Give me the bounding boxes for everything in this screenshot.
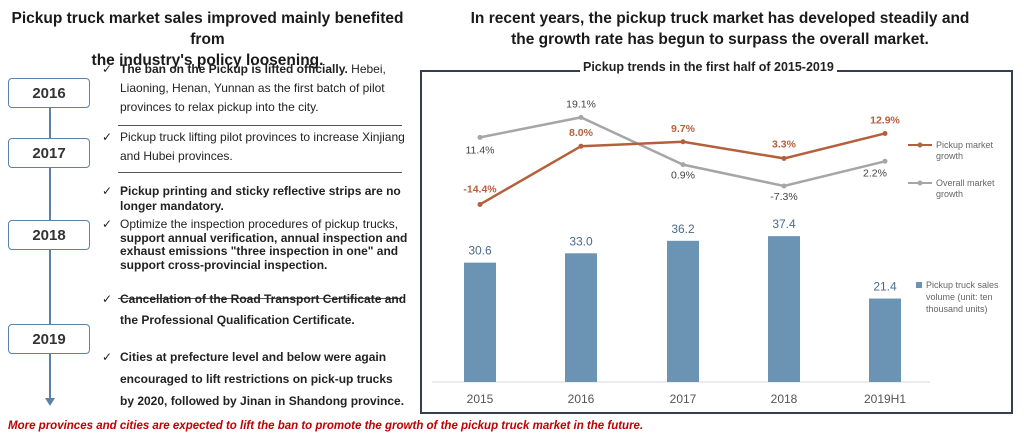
pickup-growth-point (477, 201, 483, 207)
left-title-line2: the industry's policy loosening. (91, 52, 324, 69)
overall-growth-label: 11.4% (466, 144, 495, 156)
timeline-arrow-icon (45, 398, 55, 406)
left-title: Pickup truck market sales improved mainl… (0, 8, 415, 71)
x-tick-label: 2018 (771, 392, 798, 406)
legend-bar-label: volume (unit: ten (926, 292, 993, 302)
pickup-growth-point (578, 143, 584, 149)
divider (118, 125, 402, 126)
overall-growth-point (882, 158, 888, 164)
check-icon: ✓ (102, 184, 113, 198)
check-icon: ✓ (102, 292, 113, 306)
overall-growth-point (781, 183, 787, 189)
overall-growth-label: 2.2% (863, 167, 887, 179)
policy-item: ✓ Cancellation of the Road Transport Cer… (102, 289, 410, 331)
x-tick-label: 2016 (568, 392, 595, 406)
legend-overall-label: growth (936, 189, 963, 199)
pickup-growth-label: -14.4% (463, 183, 497, 195)
left-title-line1: Pickup truck market sales improved mainl… (11, 10, 404, 48)
policy-item: ✓ Cities at prefecture level and below w… (102, 346, 410, 412)
policy-item: ✓ Optimize the inspection procedures of … (102, 217, 410, 272)
year-2018: 2018 (8, 220, 90, 250)
legend-bar-label: Pickup truck sales (926, 280, 999, 290)
legend-pickup-label: growth (936, 151, 963, 161)
check-icon: ✓ (102, 130, 113, 144)
legend-bar-label: thousand units) (926, 304, 988, 314)
policy-item: ✓ Pickup truck lifting pilot provinces t… (102, 128, 410, 166)
pickup-growth-point (680, 139, 686, 145)
legend-overall-marker (917, 180, 923, 186)
right-title-line1: In recent years, the pickup truck market… (470, 10, 970, 27)
x-tick-label: 2019H1 (864, 392, 906, 406)
legend-bar-swatch (916, 282, 922, 288)
check-icon: ✓ (102, 62, 113, 76)
pickup-growth-point (781, 155, 787, 161)
check-icon: ✓ (102, 350, 113, 364)
policy-text: Hebei, Liaoning, Henan, Yunnan as the fi… (120, 62, 386, 114)
x-tick-label: 2017 (670, 392, 697, 406)
overall-growth-label: 0.9% (671, 170, 695, 182)
x-tick-label: 2015 (467, 392, 494, 406)
bar-2015 (464, 262, 496, 382)
pickup-growth-label: 8.0% (569, 127, 594, 139)
policy-bold: Cancellation of the Road Transport Certi… (120, 292, 407, 327)
right-title-line2: the growth rate has begun to surpass the… (511, 31, 929, 48)
right-title: In recent years, the pickup truck market… (425, 8, 1015, 50)
bar-label: 37.4 (772, 217, 796, 231)
pickup-growth-point (882, 130, 888, 136)
bar-2016 (565, 253, 597, 382)
divider (118, 172, 402, 173)
policy-bold: The ban on the Pickup is lifted official… (120, 62, 348, 76)
chart-title: Pickup trends in the first half of 2015-… (580, 60, 837, 74)
legend-pickup-marker (917, 142, 923, 148)
overall-growth-point (680, 162, 686, 168)
overall-growth-point (578, 114, 584, 120)
policy-text: Pickup truck lifting pilot provinces to … (120, 130, 405, 163)
legend-pickup-label: Pickup market (936, 140, 994, 150)
bar-label: 33.0 (569, 234, 593, 248)
bar-2019H1 (869, 298, 901, 382)
bar-2017 (667, 240, 699, 382)
pickup-growth-label: 3.3% (772, 138, 797, 150)
bar-label: 21.4 (873, 280, 897, 294)
year-2017: 2017 (8, 138, 90, 168)
pickup-growth-label: 12.9% (870, 114, 900, 126)
pickup-growth-label: 9.7% (671, 123, 696, 135)
divider (118, 298, 402, 299)
bar-label: 36.2 (671, 222, 695, 236)
year-2019: 2019 (8, 324, 90, 354)
bar-label: 30.6 (468, 244, 492, 258)
policy-bold: support annual verification, annual insp… (120, 230, 408, 272)
bar-2018 (768, 236, 800, 382)
policy-bold: Pickup printing and sticky reflective st… (120, 184, 401, 213)
policy-item: ✓ The ban on the Pickup is lifted offici… (102, 60, 410, 117)
timeline-line (49, 108, 51, 400)
policy-text: Optimize the inspection procedures of pi… (120, 217, 399, 231)
footnote: More provinces and cities are expected t… (8, 420, 644, 432)
overall-growth-point (477, 134, 483, 140)
overall-growth-label: -7.3% (770, 191, 797, 203)
check-icon: ✓ (102, 217, 113, 231)
policy-bold: Cities at prefecture level and below wer… (120, 350, 405, 408)
year-2016: 2016 (8, 78, 90, 108)
overall-growth-label: 19.1% (566, 98, 596, 110)
legend-overall-label: Overall market (936, 178, 995, 188)
policy-item: ✓ Pickup printing and sticky reflective … (102, 184, 410, 214)
